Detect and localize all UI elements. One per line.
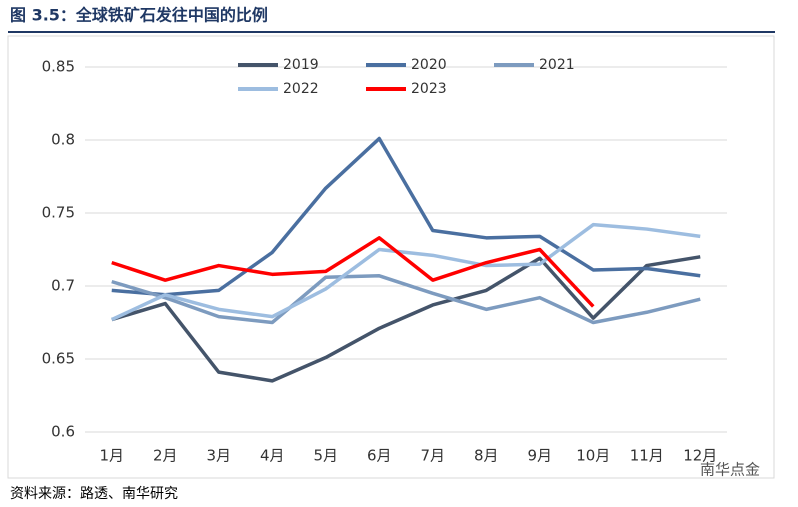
x-tick-label: 5月 — [313, 447, 338, 465]
figure-title: 图 3.5：全球铁矿石发往中国的比例 — [10, 6, 268, 25]
series-line — [111, 255, 701, 383]
y-tick-label: 0.6 — [51, 423, 75, 441]
y-tick-label: 0.7 — [51, 277, 75, 295]
series-line — [111, 222, 701, 322]
chart-frame — [7, 35, 775, 479]
legend-label: 2020 — [411, 57, 447, 73]
x-tick-label: 8月 — [474, 447, 499, 465]
x-tick-label: 2月 — [153, 447, 178, 465]
x-tick-label: 12月 — [683, 447, 717, 465]
x-tick-label: 10月 — [576, 447, 610, 465]
x-tick-label: 6月 — [367, 447, 392, 465]
y-tick-label: 0.8 — [51, 131, 75, 149]
x-tick-label: 4月 — [260, 447, 285, 465]
legend-label: 2019 — [283, 57, 319, 73]
series-line — [111, 236, 595, 308]
series-line — [111, 274, 701, 325]
series-line — [111, 136, 701, 297]
x-tick-label: 9月 — [527, 447, 552, 465]
legend-label: 2023 — [411, 81, 447, 97]
y-tick-label: 0.65 — [42, 350, 75, 368]
x-tick-label: 7月 — [420, 447, 445, 465]
y-tick-label: 0.75 — [42, 204, 75, 222]
y-tick-label: 0.85 — [42, 58, 75, 76]
legend-label: 2022 — [283, 81, 319, 97]
legend-label: 2021 — [539, 57, 575, 73]
x-tick-label: 3月 — [206, 447, 231, 465]
x-tick-label: 11月 — [630, 447, 664, 465]
x-tick-label: 1月 — [99, 447, 124, 465]
watermark: 南华点金 — [700, 461, 760, 479]
source: 资料来源：路透、南华研究 — [10, 486, 178, 502]
